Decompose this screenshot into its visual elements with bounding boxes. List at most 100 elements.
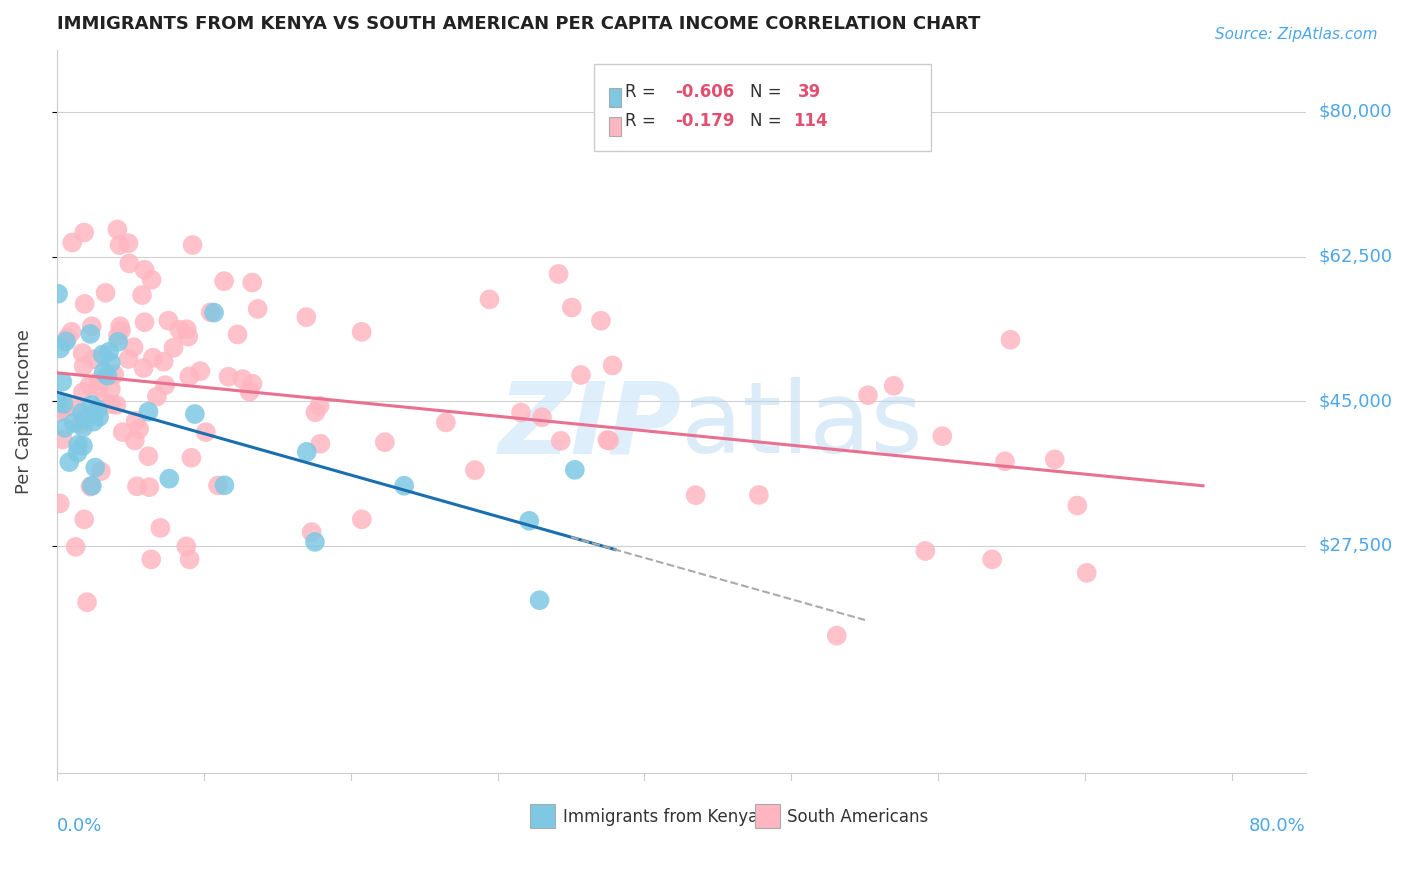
Point — [308, 399, 330, 413]
Point — [547, 267, 569, 281]
Text: $62,500: $62,500 — [1319, 247, 1392, 266]
Point — [374, 435, 396, 450]
Point — [162, 341, 184, 355]
Point — [149, 521, 172, 535]
Point — [181, 238, 204, 252]
Text: $27,500: $27,500 — [1319, 537, 1392, 555]
Point — [188, 364, 211, 378]
Point — [125, 479, 148, 493]
Point — [569, 368, 592, 382]
Point — [529, 593, 551, 607]
Point — [141, 552, 163, 566]
Point — [134, 262, 156, 277]
Point — [72, 385, 94, 400]
Point — [100, 382, 122, 396]
Point — [55, 334, 77, 349]
Point — [157, 472, 180, 486]
Point — [60, 325, 83, 339]
Point — [46, 395, 69, 409]
Text: 80.0%: 80.0% — [1249, 816, 1306, 835]
Point — [117, 236, 139, 251]
Point — [49, 405, 72, 419]
Point — [602, 359, 624, 373]
Point — [1000, 333, 1022, 347]
Point — [103, 368, 125, 382]
Point — [152, 354, 174, 368]
Point — [138, 405, 160, 419]
Point — [207, 478, 229, 492]
Text: R =: R = — [626, 112, 661, 129]
Point — [67, 438, 90, 452]
Text: -0.179: -0.179 — [675, 112, 734, 129]
Point — [51, 375, 73, 389]
Point — [295, 445, 318, 459]
Point — [598, 434, 620, 448]
Point — [180, 450, 202, 465]
Point — [146, 390, 169, 404]
Point — [76, 595, 98, 609]
Point — [105, 222, 128, 236]
Text: South Americans: South Americans — [787, 807, 929, 826]
Point — [75, 411, 97, 425]
Text: $80,000: $80,000 — [1319, 103, 1392, 120]
Point — [80, 319, 103, 334]
Point — [107, 334, 129, 349]
Point — [107, 328, 129, 343]
Point — [478, 293, 501, 307]
Point — [1076, 566, 1098, 580]
Point — [176, 322, 198, 336]
FancyBboxPatch shape — [530, 804, 555, 828]
Text: $45,000: $45,000 — [1319, 392, 1392, 410]
Point — [981, 552, 1004, 566]
Point — [464, 463, 486, 477]
Point — [62, 416, 84, 430]
Point — [65, 540, 87, 554]
Point — [1066, 499, 1088, 513]
FancyBboxPatch shape — [593, 64, 931, 151]
Text: IMMIGRANTS FROM KENYA VS SOUTH AMERICAN PER CAPITA INCOME CORRELATION CHART: IMMIGRANTS FROM KENYA VS SOUTH AMERICAN … — [56, 15, 980, 33]
Point — [60, 235, 83, 250]
Point — [212, 274, 235, 288]
Point — [1043, 452, 1066, 467]
Point — [105, 398, 128, 412]
Point — [304, 535, 326, 549]
Text: 114: 114 — [793, 112, 828, 129]
Point — [242, 376, 264, 391]
Point — [63, 400, 86, 414]
Point — [564, 463, 586, 477]
Point — [49, 342, 72, 356]
Point — [434, 416, 457, 430]
Point — [179, 369, 201, 384]
Point — [510, 405, 533, 419]
Text: 0.0%: 0.0% — [56, 816, 103, 835]
Point — [214, 478, 236, 492]
Point — [202, 305, 225, 319]
Point — [87, 374, 110, 388]
Text: Source: ZipAtlas.com: Source: ZipAtlas.com — [1215, 27, 1378, 42]
Point — [98, 344, 121, 359]
Point — [80, 479, 103, 493]
Point — [157, 314, 180, 328]
Point — [304, 405, 326, 419]
Point — [94, 285, 117, 300]
Point — [87, 381, 110, 395]
FancyBboxPatch shape — [609, 88, 621, 107]
Point — [58, 455, 80, 469]
Point — [246, 301, 269, 316]
Point — [79, 326, 101, 341]
Point — [218, 369, 240, 384]
Point — [232, 372, 254, 386]
Text: atlas: atlas — [682, 377, 922, 475]
Point — [856, 388, 879, 402]
Point — [72, 420, 94, 434]
Point — [169, 323, 191, 337]
Point — [184, 407, 207, 421]
Point — [117, 351, 139, 366]
Point — [239, 384, 262, 399]
Point — [531, 410, 554, 425]
FancyBboxPatch shape — [755, 804, 780, 828]
Point — [83, 352, 105, 367]
Point — [73, 226, 96, 240]
Point — [561, 301, 583, 315]
Point — [52, 397, 75, 411]
